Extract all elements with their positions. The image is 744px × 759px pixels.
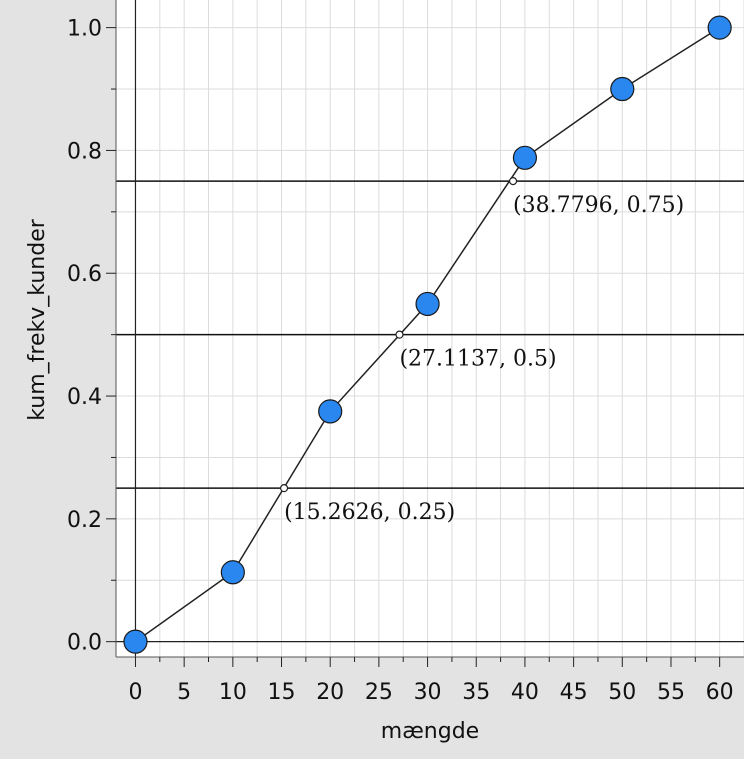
y-tick-label: 0.6: [67, 262, 102, 287]
data-point: [707, 15, 732, 40]
annotation-marker: [279, 484, 289, 493]
series: [123, 15, 732, 654]
annotation-label: (38.7796, 0.75): [513, 193, 684, 218]
x-tick-label: 0: [128, 680, 142, 705]
y-tick-label: 0.2: [67, 508, 102, 533]
y-tick-label: 0.8: [67, 139, 102, 164]
grid: [116, 0, 744, 657]
reference-lines: [116, 180, 744, 489]
data-point: [220, 560, 245, 585]
x-tick-label: 30: [414, 680, 442, 705]
x-tick-label: 5: [177, 680, 191, 705]
data-point: [512, 145, 538, 170]
annotations: (15.2626, 0.25) (27.1137, 0.5) (38.7796, 0…: [279, 177, 684, 525]
annotation-marker: [508, 177, 518, 186]
x-tick-label: 25: [365, 680, 393, 705]
data-point: [318, 399, 343, 424]
y-tick-label: 0.0: [67, 631, 102, 656]
data-point: [123, 629, 148, 654]
annotation-label: (27.1137, 0.5): [399, 347, 556, 372]
x-tick-label: 55: [657, 680, 685, 705]
y-axis-title: kum_frekv_kunder: [25, 218, 50, 420]
x-tick-label: 50: [608, 680, 636, 705]
x-axis-title: mængde: [381, 719, 479, 744]
x-tick-label: 45: [560, 680, 588, 705]
x-tick-label: 40: [511, 680, 539, 705]
x-tick-label: 10: [219, 680, 247, 705]
x-tick-label: 20: [316, 680, 344, 705]
x-tick-label: 35: [462, 680, 490, 705]
y-axis-ticks: 0.0 0.2 0.4 0.6 0.8 1.0: [67, 17, 116, 656]
axes: [115, 0, 744, 658]
y-tick-label: 0.4: [67, 385, 102, 410]
data-point: [415, 291, 440, 317]
x-axis-ticks: 0 5 10 15 20 25 30 35 40 45 50 55 60: [128, 657, 734, 705]
data-point: [610, 76, 635, 102]
plot-area: [116, 0, 744, 657]
annotation-label: (15.2626, 0.25): [284, 500, 455, 525]
y-tick-label: 1.0: [67, 17, 102, 42]
annotation-marker: [395, 330, 404, 339]
x-tick-label: 60: [706, 680, 734, 705]
x-tick-label: 15: [268, 680, 296, 705]
